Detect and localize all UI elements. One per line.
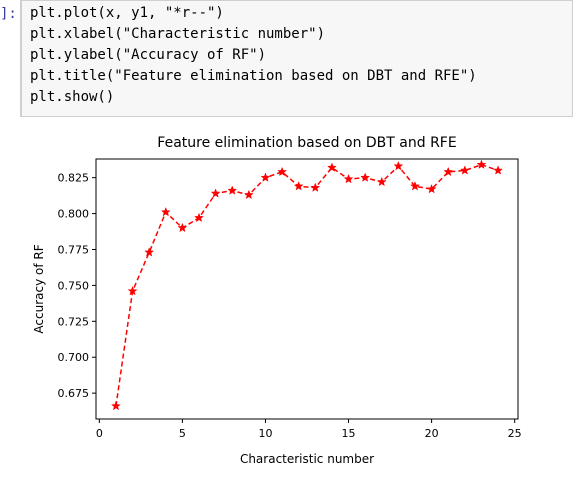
data-point-star bbox=[326, 162, 337, 172]
code-line: plt.title("Feature elimination based on … bbox=[30, 68, 477, 84]
y-tick-label: 0.725 bbox=[58, 315, 90, 328]
data-point-star bbox=[426, 183, 437, 194]
data-point-star bbox=[194, 212, 204, 223]
x-axis-ticks: 0 5 10 15 20 25 bbox=[96, 419, 522, 440]
series-line bbox=[115, 163, 499, 407]
data-point-star bbox=[360, 172, 371, 182]
data-point-star bbox=[443, 166, 454, 177]
data-point-star bbox=[243, 189, 254, 200]
data-series bbox=[110, 159, 504, 411]
data-point-star bbox=[144, 247, 155, 257]
x-tick-label: 20 bbox=[425, 427, 439, 440]
data-point-star bbox=[459, 165, 470, 175]
y-tick-label: 0.800 bbox=[58, 208, 90, 221]
y-tick-label: 0.700 bbox=[58, 351, 90, 364]
data-point-star bbox=[177, 222, 188, 233]
data-point-star bbox=[310, 182, 321, 192]
data-point-star bbox=[160, 206, 171, 217]
data-point-star bbox=[476, 159, 487, 169]
plot-frame bbox=[95, 158, 519, 420]
data-point-star bbox=[493, 165, 504, 175]
x-tick-label: 5 bbox=[179, 427, 186, 440]
y-tick-label: 0.825 bbox=[58, 172, 90, 185]
x-axis-label: Characteristic number bbox=[240, 452, 374, 466]
chart-title: Feature elimination based on DBT and RFE bbox=[157, 135, 456, 151]
code-line: plt.show() bbox=[30, 89, 115, 105]
x-tick-label: 25 bbox=[508, 427, 522, 440]
code-cell[interactable]: plt.plot(x, y1, "*r--") plt.xlabel("Char… bbox=[20, 0, 573, 117]
data-point-star bbox=[260, 172, 271, 182]
data-point-star bbox=[110, 400, 121, 411]
cell-prompt: ]: bbox=[0, 6, 17, 22]
code-line: plt.plot(x, y1, "*r--") bbox=[30, 5, 224, 21]
code-line: plt.ylabel("Accuracy of RF") bbox=[30, 47, 267, 63]
line-chart: Feature elimination based on DBT and RFE… bbox=[32, 135, 522, 466]
y-axis-label: Accuracy of RF bbox=[32, 244, 46, 333]
data-point-star bbox=[277, 166, 288, 177]
data-point-star bbox=[393, 160, 404, 171]
y-axis-ticks: 0.675 0.700 0.725 0.750 0.775 0.800 0.825 bbox=[58, 172, 96, 400]
y-tick-label: 0.775 bbox=[58, 243, 90, 256]
data-point-star bbox=[343, 173, 354, 184]
data-point-star bbox=[210, 188, 221, 198]
data-point-star bbox=[127, 285, 138, 296]
data-point-star bbox=[376, 176, 387, 187]
y-tick-label: 0.675 bbox=[58, 387, 90, 400]
x-tick-label: 15 bbox=[342, 427, 356, 440]
output-area: Feature elimination based on DBT and RFE… bbox=[0, 117, 573, 477]
data-point-star bbox=[227, 185, 238, 195]
data-point-star bbox=[293, 181, 304, 191]
code-line: plt.xlabel("Characteristic number") bbox=[30, 26, 326, 42]
x-tick-label: 0 bbox=[96, 427, 103, 440]
data-point-star bbox=[410, 181, 420, 191]
x-tick-label: 10 bbox=[258, 427, 272, 440]
y-tick-label: 0.750 bbox=[58, 279, 90, 292]
